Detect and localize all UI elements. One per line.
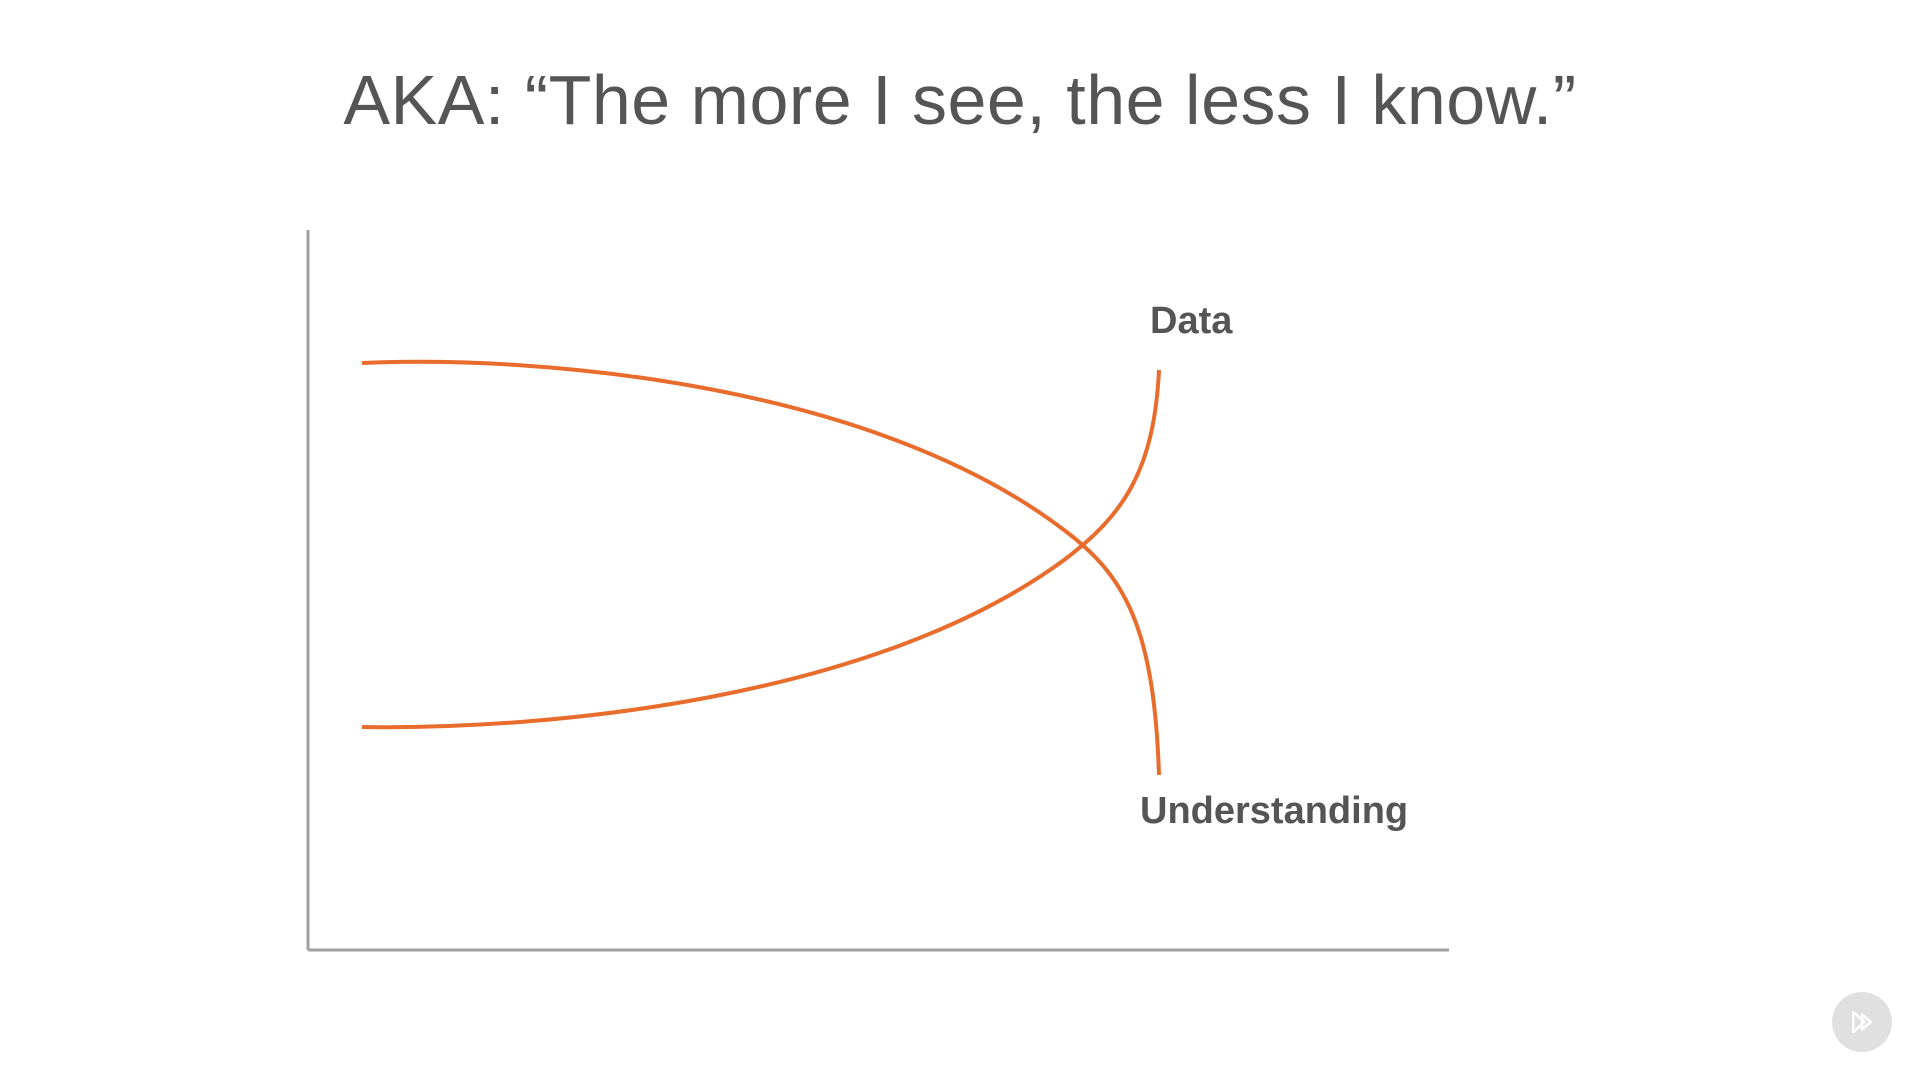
data-curve (362, 370, 1159, 727)
understanding-label: Understanding (1140, 790, 1408, 833)
slide-title: AKA: “The more I see, the less I know.” (0, 60, 1920, 140)
understanding-curve (362, 362, 1159, 775)
play-icon (1847, 1007, 1877, 1037)
chart-area (294, 230, 1454, 950)
data-label: Data (1150, 300, 1232, 343)
logo-badge (1832, 992, 1892, 1052)
chart-svg (294, 230, 1454, 960)
